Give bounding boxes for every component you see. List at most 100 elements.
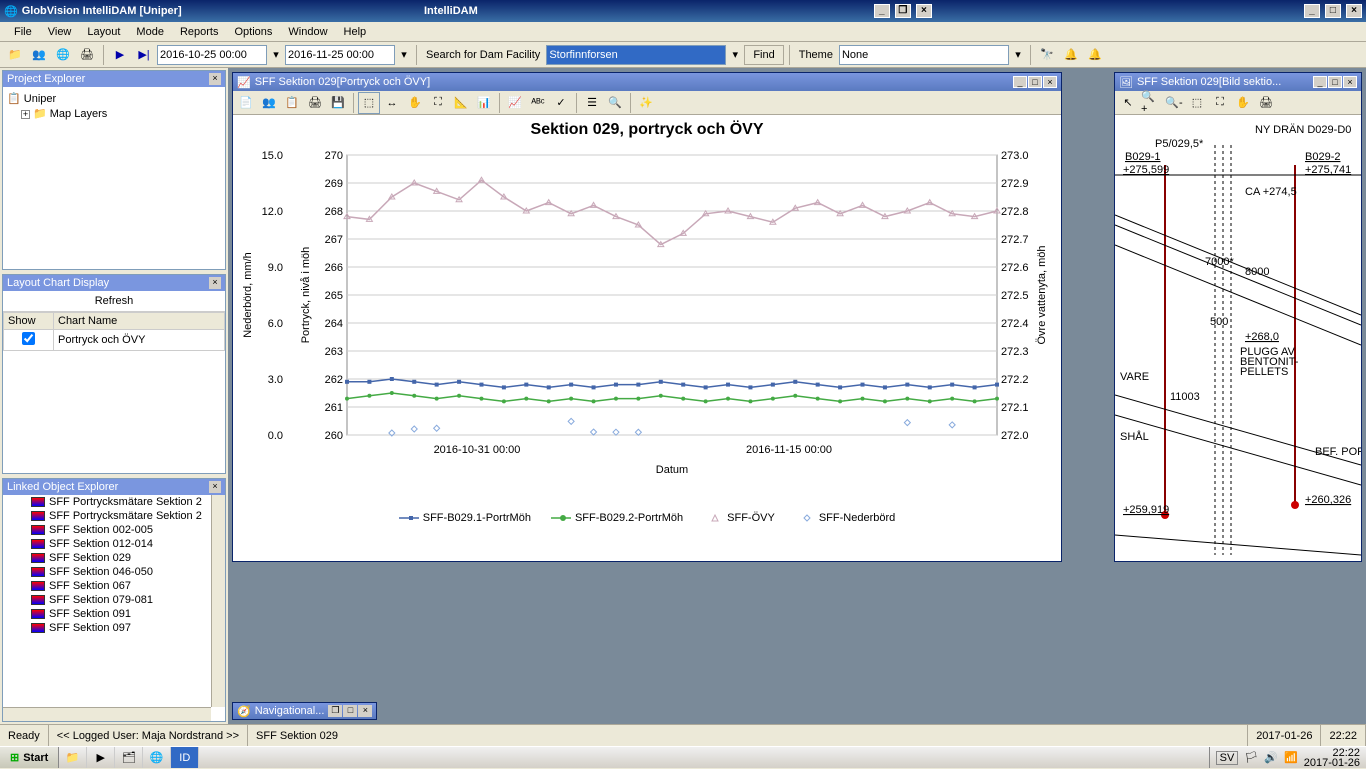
- find-button[interactable]: Find: [744, 45, 783, 65]
- tray-sound-icon[interactable]: 🔊: [1264, 751, 1278, 764]
- linked-item[interactable]: SFF Sektion 029: [3, 551, 225, 565]
- navigational-minimized[interactable]: 🧭 Navigational... ❐ □ ×: [232, 702, 377, 720]
- chart-tool-c[interactable]: 📈: [504, 92, 526, 114]
- tray-clock[interactable]: 22:22 2017-01-26: [1304, 748, 1360, 768]
- task-intellidam-icon[interactable]: ID: [171, 747, 199, 768]
- linked-scrollbar-h[interactable]: [3, 707, 211, 721]
- menu-file[interactable]: File: [6, 24, 40, 40]
- search-input[interactable]: [546, 45, 726, 65]
- chart-tool-5[interactable]: 💾: [327, 92, 349, 114]
- date-to-input[interactable]: [285, 45, 395, 65]
- col-name[interactable]: Chart Name: [54, 313, 225, 330]
- theme-select[interactable]: [839, 45, 1009, 65]
- tray-flag-icon[interactable]: 🏳: [1244, 751, 1258, 764]
- chart-tool-a[interactable]: 📐: [450, 92, 472, 114]
- tray-network-icon[interactable]: 📶: [1284, 751, 1298, 764]
- task-ie-icon[interactable]: 🌐: [143, 747, 171, 768]
- layout-chart-close[interactable]: ×: [209, 277, 221, 289]
- section-zoomout-icon[interactable]: 🔍-: [1163, 92, 1185, 114]
- legend-item[interactable]: SFF-B029.1-PortrMöh: [399, 512, 531, 524]
- chart-tool-g[interactable]: 🔍: [604, 92, 626, 114]
- chart-tool-b[interactable]: 📊: [473, 92, 495, 114]
- linked-item[interactable]: SFF Sektion 067: [3, 579, 225, 593]
- section-print-icon[interactable]: 🖨: [1255, 92, 1277, 114]
- menu-options[interactable]: Options: [226, 24, 280, 40]
- task-powershell-icon[interactable]: ▶: [87, 747, 115, 768]
- chart-tool-1[interactable]: 📄: [235, 92, 257, 114]
- menu-reports[interactable]: Reports: [172, 24, 227, 40]
- linked-item[interactable]: SFF Sektion 046-050: [3, 565, 225, 579]
- section-zoomin-icon[interactable]: 🔍+: [1140, 92, 1162, 114]
- chart-close[interactable]: ×: [1043, 76, 1057, 88]
- nav-close[interactable]: ×: [358, 705, 372, 717]
- date-from-input[interactable]: [157, 45, 267, 65]
- bell-icon[interactable]: 🔔: [1084, 44, 1106, 66]
- outer-maximize-button[interactable]: □: [1325, 4, 1341, 18]
- section-close[interactable]: ×: [1343, 76, 1357, 88]
- refresh-button[interactable]: Refresh: [3, 291, 225, 312]
- os-minimize-button[interactable]: _: [874, 4, 890, 18]
- date-to-dropdown[interactable]: ▾: [397, 44, 411, 66]
- chart-tool-3[interactable]: 📋: [281, 92, 303, 114]
- tray-lang[interactable]: SV: [1216, 751, 1239, 765]
- play-button[interactable]: ▶: [109, 44, 131, 66]
- tool-globe-icon[interactable]: 🌐: [52, 44, 74, 66]
- linked-object-close[interactable]: ×: [209, 481, 221, 493]
- outer-close-button[interactable]: ×: [1346, 4, 1362, 18]
- linked-item[interactable]: SFF Sektion 097: [3, 621, 225, 635]
- project-explorer-close[interactable]: ×: [209, 73, 221, 85]
- chart-pan[interactable]: ✋: [404, 92, 426, 114]
- chart-tool-d[interactable]: ᴬᴮᶜ: [527, 92, 549, 114]
- menu-help[interactable]: Help: [336, 24, 375, 40]
- linked-item[interactable]: SFF Sektion 091: [3, 607, 225, 621]
- chart-maximize[interactable]: □: [1028, 76, 1042, 88]
- search-dropdown[interactable]: ▾: [728, 44, 742, 66]
- legend-item[interactable]: SFF-B029.2-PortrMöh: [551, 512, 683, 524]
- chart-window-titlebar[interactable]: 📈 SFF Sektion 029[Portryck och ÖVY] _ □ …: [233, 73, 1061, 91]
- chart-tool-h[interactable]: ✨: [635, 92, 657, 114]
- menu-layout[interactable]: Layout: [79, 24, 128, 40]
- menu-window[interactable]: Window: [280, 24, 335, 40]
- tool-group-icon[interactable]: 👥: [28, 44, 50, 66]
- section-fit-icon[interactable]: ⛶: [1209, 92, 1231, 114]
- task-explorer-icon[interactable]: 📁: [59, 747, 87, 768]
- section-minimize[interactable]: _: [1313, 76, 1327, 88]
- os-close-button[interactable]: ×: [916, 4, 932, 18]
- section-maximize[interactable]: □: [1328, 76, 1342, 88]
- linked-item[interactable]: SFF Sektion 002-005: [3, 523, 225, 537]
- chart-tool-2[interactable]: 👥: [258, 92, 280, 114]
- chart-minimize[interactable]: _: [1013, 76, 1027, 88]
- linked-item[interactable]: SFF Portrycksmätare Sektion 2: [3, 495, 225, 509]
- chart-tool-4[interactable]: 🖨: [304, 92, 326, 114]
- theme-dropdown[interactable]: ▾: [1011, 44, 1025, 66]
- tool-open-icon[interactable]: 📁: [4, 44, 26, 66]
- chart-reset[interactable]: ⛶: [427, 92, 449, 114]
- tree-map-layers[interactable]: +📁 Map Layers: [7, 106, 221, 121]
- chart-zoom-box[interactable]: ⬚: [358, 92, 380, 114]
- nav-maximize[interactable]: □: [343, 705, 357, 717]
- legend-item[interactable]: SFF-ÖVY: [703, 512, 775, 524]
- section-window-titlebar[interactable]: 🖼 SFF Sektion 029[Bild sektio... _ □ ×: [1115, 73, 1361, 91]
- tree-root[interactable]: 📋 Uniper: [7, 91, 221, 106]
- tool-print-icon[interactable]: 🖨: [76, 44, 98, 66]
- nav-restore[interactable]: ❐: [328, 705, 342, 717]
- linked-item[interactable]: SFF Portrycksmätare Sektion 2: [3, 509, 225, 523]
- next-button[interactable]: ▶|: [133, 44, 155, 66]
- date-from-dropdown[interactable]: ▾: [269, 44, 283, 66]
- menu-mode[interactable]: Mode: [128, 24, 172, 40]
- start-button[interactable]: ⊞ Start: [0, 747, 59, 768]
- outer-minimize-button[interactable]: _: [1304, 4, 1320, 18]
- section-pointer[interactable]: ↖: [1117, 92, 1139, 114]
- task-folder-icon[interactable]: 🗂: [115, 747, 143, 768]
- chart-tool-f[interactable]: ☰: [581, 92, 603, 114]
- binoculars-icon[interactable]: 🔭: [1036, 44, 1058, 66]
- menu-view[interactable]: View: [40, 24, 80, 40]
- linked-item[interactable]: SFF Sektion 079-081: [3, 593, 225, 607]
- alert-config-icon[interactable]: 🔔: [1060, 44, 1082, 66]
- chart-tool-e[interactable]: ✓: [550, 92, 572, 114]
- section-body[interactable]: NY DRÄN D029-D0P5/029,5*B029-1B029-2+275…: [1115, 115, 1361, 561]
- os-restore-button[interactable]: ❐: [895, 4, 911, 18]
- linked-item[interactable]: SFF Sektion 012-014: [3, 537, 225, 551]
- section-zoombox-icon[interactable]: ⬚: [1186, 92, 1208, 114]
- col-show[interactable]: Show: [4, 313, 54, 330]
